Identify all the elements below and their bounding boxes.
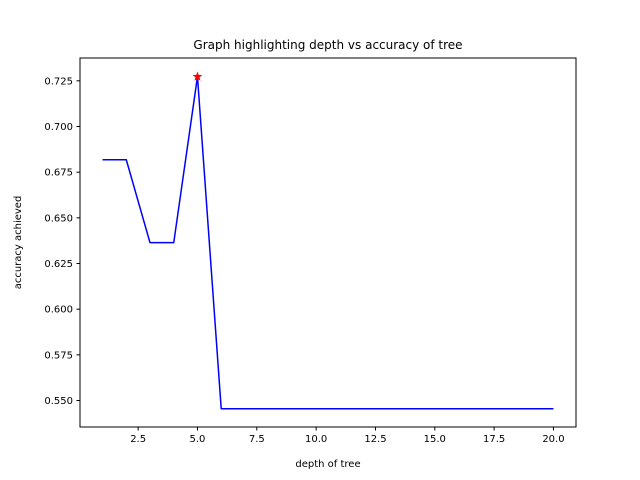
x-tick-label: 5.0 (190, 434, 206, 445)
chart-title: Graph highlighting depth vs accuracy of … (193, 38, 462, 52)
y-tick-label: 0.625 (44, 259, 73, 270)
y-axis-label: accuracy achieved (13, 196, 24, 290)
x-tick-label: 10.0 (305, 434, 327, 445)
plot-frame (79, 57, 577, 428)
y-tick-label: 0.725 (44, 76, 73, 87)
x-tick-label: 2.5 (130, 434, 146, 445)
series-layer (102, 75, 554, 410)
x-tick-label: 7.5 (249, 434, 265, 445)
y-tick-label: 0.650 (44, 213, 73, 224)
x-axis-label: depth of tree (295, 459, 360, 470)
y-tick-label: 0.675 (44, 168, 73, 179)
series-line (102, 75, 554, 410)
y-axis-ticks: 0.550 0.575 0.600 0.625 0.650 0.675 0.700 0.725 (44, 76, 80, 407)
y-tick-label: 0.700 (44, 122, 73, 133)
x-tick-label: 20.0 (542, 434, 564, 445)
y-tick-label: 0.575 (44, 350, 73, 361)
x-axis-ticks: 2.5 5.0 7.5 10.0 12.5 15.0 17.5 20.0 (130, 427, 565, 445)
max-accuracy-star-marker (192, 71, 203, 81)
x-tick-label: 15.0 (424, 434, 446, 445)
y-tick-label: 0.550 (44, 396, 73, 407)
x-tick-label: 17.5 (483, 434, 505, 445)
x-tick-label: 12.5 (364, 434, 386, 445)
y-tick-label: 0.600 (44, 305, 73, 316)
highlight-layer (192, 71, 203, 81)
